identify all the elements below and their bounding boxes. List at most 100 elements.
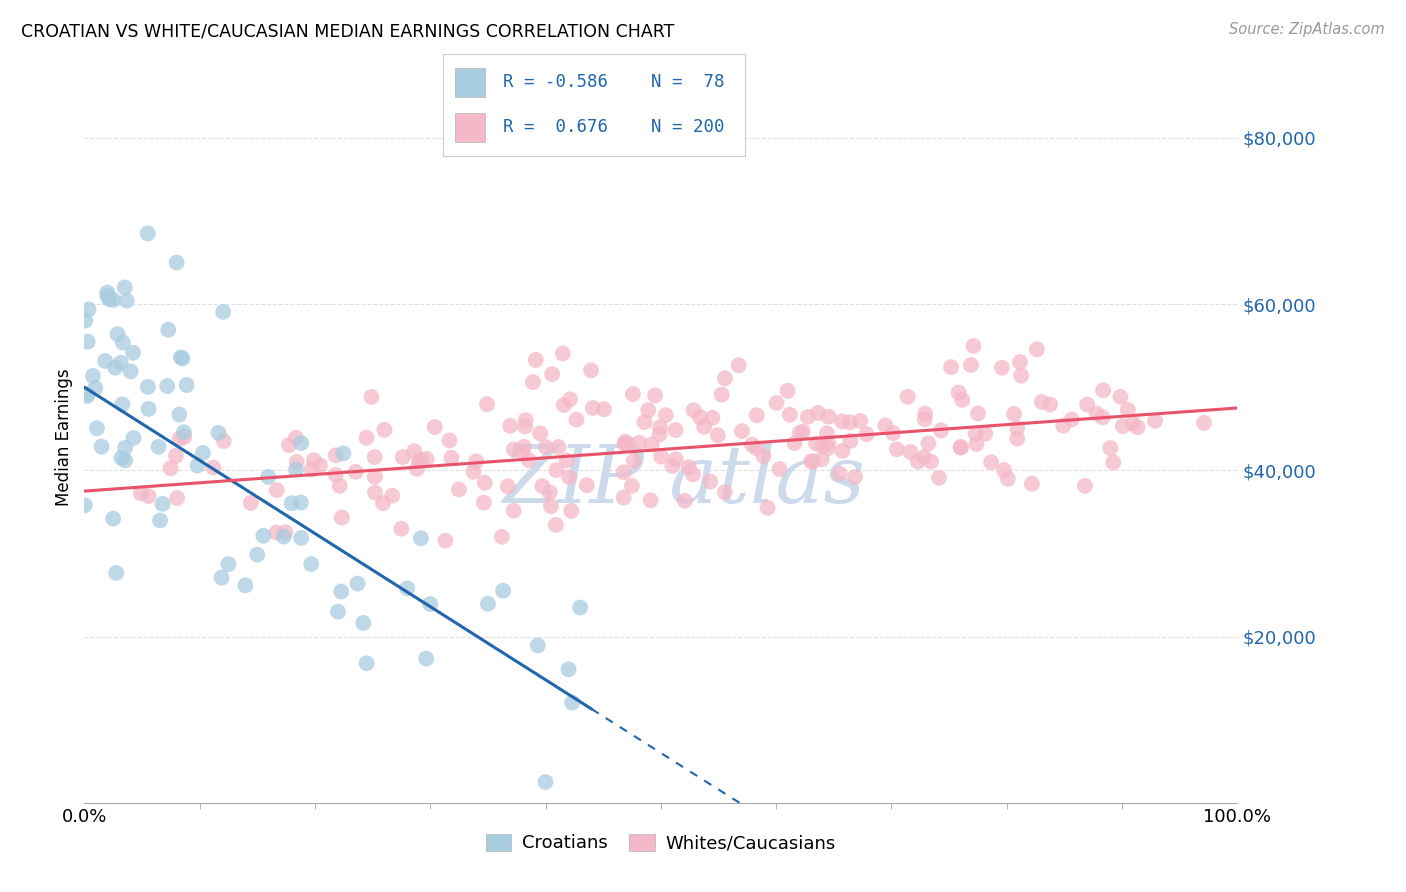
Point — [84, 381, 107, 395]
Point — [637, 403, 659, 417]
Point — [593, 402, 616, 417]
Point — [558, 392, 581, 407]
Point — [582, 401, 605, 415]
Point — [363, 450, 385, 464]
Point — [73, 498, 96, 512]
Point — [463, 465, 485, 479]
Point — [114, 441, 136, 455]
Legend: Croatians, Whites/Caucasians: Croatians, Whites/Caucasians — [478, 826, 844, 860]
Point — [170, 351, 193, 365]
Point — [156, 379, 179, 393]
Point — [613, 437, 636, 451]
Point — [330, 510, 353, 524]
Point — [415, 451, 437, 466]
Point — [477, 597, 499, 611]
Text: Source: ZipAtlas.com: Source: ZipAtlas.com — [1229, 22, 1385, 37]
Point — [77, 302, 100, 317]
Point — [169, 432, 191, 446]
Point — [496, 479, 519, 493]
Point — [620, 479, 643, 493]
Point — [212, 305, 235, 319]
Point — [207, 425, 229, 440]
Point — [515, 419, 537, 434]
Bar — [456, 113, 485, 142]
Point — [517, 453, 540, 467]
Point — [472, 496, 495, 510]
Point — [547, 440, 569, 454]
Point — [344, 465, 367, 479]
Point — [745, 441, 768, 455]
Point — [731, 424, 754, 438]
Point — [235, 578, 257, 592]
Point — [920, 455, 942, 469]
Point — [621, 387, 644, 401]
Point — [928, 471, 950, 485]
Point — [817, 436, 839, 450]
Point — [373, 423, 395, 437]
Point — [633, 415, 655, 429]
Point — [364, 485, 387, 500]
Point — [699, 475, 721, 489]
Point — [801, 454, 824, 468]
Point — [882, 426, 904, 441]
Point — [828, 467, 851, 481]
Point — [541, 367, 564, 381]
Point — [202, 460, 225, 475]
Point — [1091, 410, 1114, 425]
Point — [714, 371, 737, 385]
Point — [75, 313, 97, 327]
Point — [565, 412, 588, 426]
Point — [110, 450, 132, 465]
Point — [103, 293, 124, 307]
Point — [512, 445, 534, 459]
Point — [1074, 479, 1097, 493]
Point — [710, 387, 733, 401]
Point — [907, 454, 929, 468]
Point — [122, 431, 145, 445]
Point — [727, 359, 749, 373]
Point — [693, 419, 716, 434]
Point — [1109, 390, 1132, 404]
Point — [169, 408, 191, 422]
Point — [1005, 421, 1028, 435]
Point — [628, 435, 651, 450]
Point — [817, 409, 839, 424]
Point — [406, 462, 429, 476]
Point — [266, 483, 288, 497]
Point — [522, 375, 544, 389]
Point — [86, 421, 108, 435]
Point — [641, 437, 664, 451]
Point — [817, 441, 839, 455]
Point — [371, 496, 394, 510]
Point — [332, 446, 354, 460]
Point — [1002, 407, 1025, 421]
Point — [654, 408, 676, 422]
Point — [212, 434, 235, 448]
Point — [491, 530, 513, 544]
Point — [76, 389, 98, 403]
Point — [381, 489, 404, 503]
Point — [423, 420, 446, 434]
Point — [440, 450, 463, 465]
Point — [613, 491, 636, 505]
Point — [277, 438, 299, 452]
Point — [246, 548, 269, 562]
Point — [807, 406, 830, 420]
Point — [741, 437, 763, 451]
Point — [650, 450, 672, 464]
Point — [415, 651, 437, 665]
Point — [114, 453, 136, 467]
Point — [502, 504, 524, 518]
Point — [997, 472, 1019, 486]
Point — [665, 423, 688, 437]
Point — [752, 449, 775, 463]
Point — [82, 368, 104, 383]
Point — [447, 483, 470, 497]
Point — [309, 458, 332, 473]
Point — [917, 436, 939, 450]
Point — [1144, 414, 1167, 428]
Point — [1052, 418, 1074, 433]
Point — [94, 354, 117, 368]
Point — [284, 431, 307, 445]
Point — [962, 339, 984, 353]
